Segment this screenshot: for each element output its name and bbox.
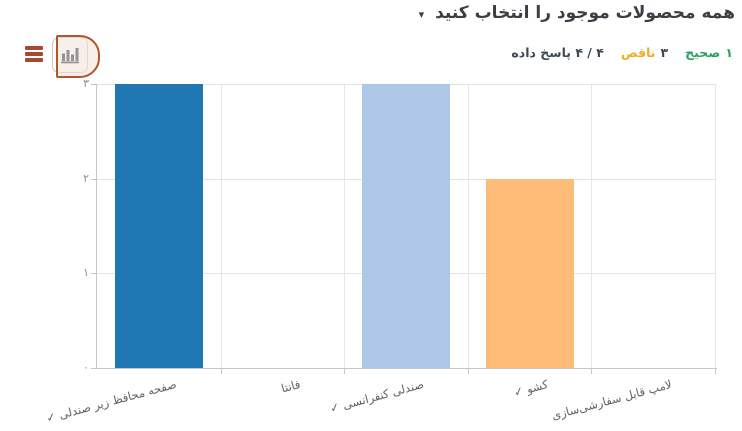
y-tick-label: ۰: [83, 361, 89, 374]
y-axis-tick: [91, 273, 97, 275]
y-axis-tick: [91, 368, 97, 369]
question-header: همه محصولات موجود را انتخاب کنید ▾: [419, 3, 735, 23]
x-axis-tick: [220, 368, 222, 374]
gridline-vertical: [467, 84, 469, 368]
gridline-vertical: [591, 84, 593, 368]
x-axis-label: فانتا: [279, 377, 303, 396]
bar: [362, 84, 450, 368]
y-axis-tick: [91, 178, 97, 180]
x-axis-tick: [344, 368, 346, 374]
y-axis-tick: [91, 84, 97, 85]
bar: [485, 178, 574, 368]
y-tick-label: ۱: [83, 266, 89, 280]
correct-count: ۱: [725, 45, 733, 60]
hamburger-bar: [25, 52, 43, 56]
x-axis-tick: [467, 368, 469, 374]
gridline-vertical: [715, 84, 716, 368]
y-axis-line: [96, 84, 97, 368]
answered-text: ۴ / ۴ پاسخ داده: [511, 45, 604, 60]
partial-count: ۳: [660, 45, 669, 60]
x-axis-tick: [591, 368, 593, 374]
y-tick-label: ۳: [83, 77, 89, 90]
question-title: همه محصولات موجود را انتخاب کنید: [435, 3, 735, 23]
partial-stat: ۳ ناقص: [621, 45, 668, 60]
x-axis-label: صفحه محافظ زیر صندلی ✓: [45, 377, 179, 426]
y-tick-label: ۲: [83, 171, 89, 185]
gridline-vertical: [344, 84, 346, 368]
x-axis-label: کشو ✓: [511, 377, 550, 400]
x-axis-line: [96, 368, 717, 369]
hamburger-menu-icon[interactable]: [25, 46, 43, 62]
x-axis-label: صندلی کنفرانسی ✓: [328, 377, 426, 416]
x-axis-tick: [715, 368, 716, 374]
gridline-vertical: [220, 84, 222, 368]
collapse-caret-icon[interactable]: ▾: [418, 7, 425, 21]
correct-label: صحیح: [685, 45, 721, 60]
partial-label: ناقص: [620, 45, 656, 60]
hamburger-bar: [25, 46, 43, 50]
answered-stat: ۴ / ۴ پاسخ داده: [511, 45, 603, 60]
answer-stats: ۱ صحیح ۳ ناقص ۴ / ۴ پاسخ داده: [511, 45, 733, 60]
bar: [114, 84, 203, 368]
x-axis-label: لامپ قابل سفارشی‌سازی: [549, 377, 673, 423]
hamburger-bar: [25, 58, 43, 62]
correct-stat: ۱ صحیح: [685, 45, 733, 60]
